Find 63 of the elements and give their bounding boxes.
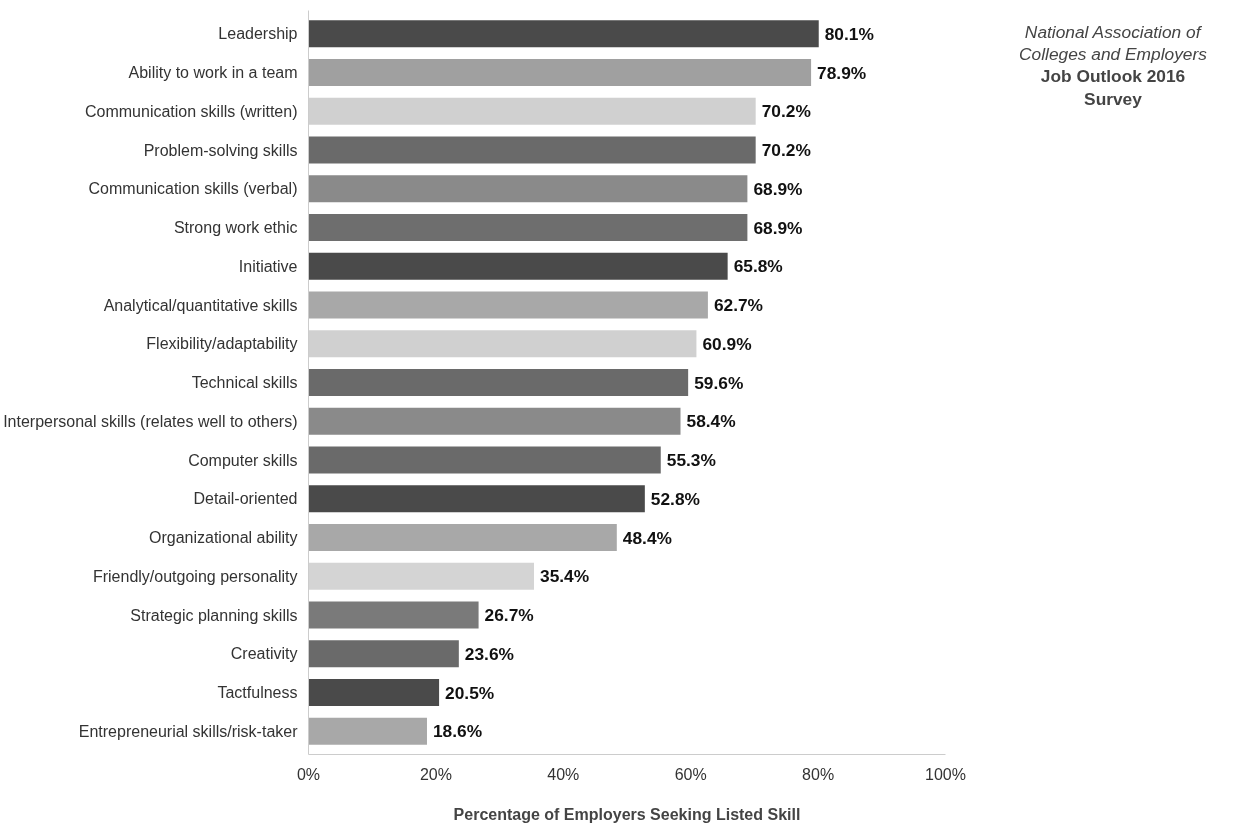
x-axis-title: Percentage of Employers Seeking Listed Skill [453, 805, 801, 823]
data-label: 60.9% [702, 333, 752, 354]
bar [308, 58, 812, 87]
y-tick-label: Ability to work in a team [128, 64, 298, 81]
data-label: 62.7% [713, 295, 764, 315]
data-label: 18.6% [432, 721, 483, 742]
y-tick-label: Leadership [218, 25, 298, 43]
data-label: 78.9% [817, 62, 867, 83]
data-label: 48.4% [622, 527, 672, 548]
y-tick-label: Flexibility/adaptability [146, 335, 298, 353]
y-tick-label: Creativity [230, 645, 298, 663]
bar [308, 20, 819, 48]
x-tick-label: 60% [674, 765, 707, 783]
y-tick-label: Friendly/outgoing personality [92, 567, 298, 585]
x-tick-label: 0% [296, 765, 321, 783]
data-label: 68.9% [753, 178, 803, 199]
data-label: 59.6% [694, 372, 744, 393]
bar [308, 136, 756, 164]
y-tick-label: Communication skills (written) [85, 102, 298, 120]
x-tick-label: 100% [925, 765, 966, 783]
bar [308, 407, 681, 435]
bar [308, 252, 728, 280]
text: National Association of Colleges and Employers [1019, 21, 1208, 64]
data-label: 20.5% [445, 682, 495, 703]
data-label: 23.6% [464, 643, 514, 664]
y-tick-label: Problem-solving skills [143, 141, 298, 159]
bar [308, 640, 459, 668]
bar [308, 291, 708, 319]
x-tick-label: 40% [547, 765, 580, 783]
data-label: 55.3% [666, 450, 716, 470]
y-tick-label: Initiative [238, 257, 298, 275]
data-label: 80.1% [824, 23, 874, 44]
bar [308, 446, 661, 474]
bar [308, 717, 427, 745]
y-tick-label: Organizational ability [148, 529, 298, 546]
data-label: 70.2% [761, 101, 811, 122]
y-tick-label: Communication skills (verbal) [88, 180, 298, 198]
bar [308, 485, 645, 513]
x-tick-label: 80% [802, 765, 835, 783]
y-tick-label: Strong work ethic [173, 219, 298, 236]
y-tick-label: Analytical/quantitative skills [103, 296, 298, 314]
data-label: 52.8% [650, 488, 700, 509]
y-tick-label: Entrepreneurial skills/risk-taker [78, 722, 299, 740]
data-label: 70.2% [761, 140, 811, 160]
bar [308, 523, 617, 552]
y-tick-label: Tactfulness [217, 684, 298, 701]
y-tick-label: Computer skills [188, 451, 298, 469]
bar [308, 368, 689, 397]
bar [308, 175, 748, 203]
data-label: 68.9% [753, 217, 803, 238]
bar [308, 601, 479, 629]
data-label: 26.7% [484, 605, 534, 625]
y-tick-label: Strategic planning skills [130, 606, 298, 624]
data-label: 58.4% [686, 411, 736, 432]
text: Job Outlook 2016 Survey [1040, 66, 1186, 109]
bar [308, 678, 440, 707]
data-label: 65.8% [733, 256, 783, 277]
x-tick-label: 20% [419, 765, 452, 783]
y-tick-label: Detail-oriented [193, 490, 298, 508]
y-tick-label: Technical skills [191, 374, 298, 391]
data-label: 35.4% [540, 566, 590, 587]
y-tick-label: Interpersonal skills (relates well to others) [3, 412, 298, 430]
bar [308, 213, 748, 242]
